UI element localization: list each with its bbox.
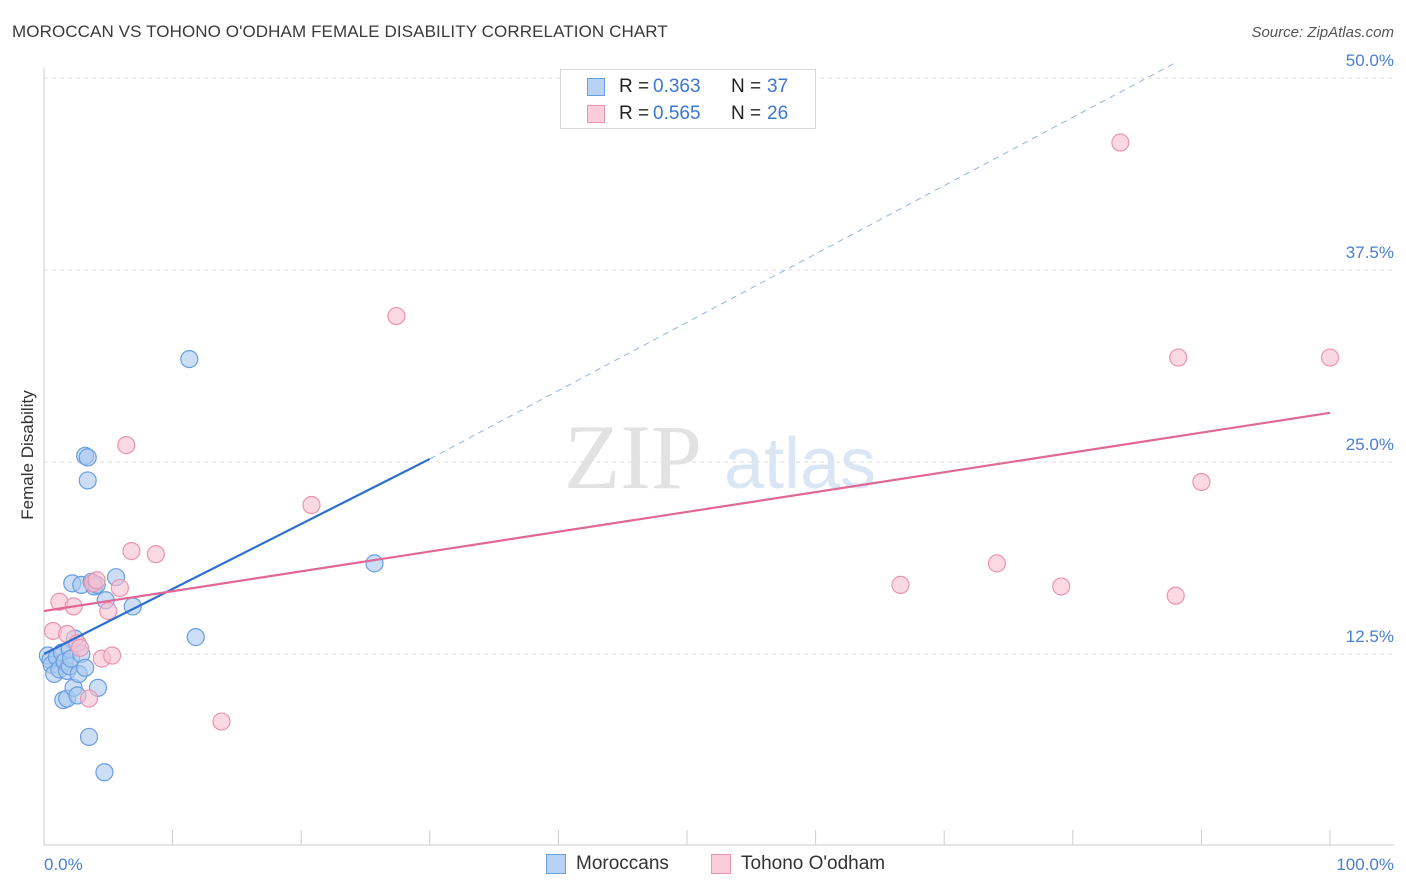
source-credit: Source: ZipAtlas.com (1251, 24, 1394, 41)
tohono-point-12 (110, 578, 129, 598)
tohono-swatch (587, 105, 605, 123)
legend-n-label: N = (731, 76, 762, 97)
tohono-point-13 (117, 436, 136, 455)
gridlines (44, 77, 1394, 655)
tohono-legend-swatch (711, 854, 731, 874)
tohono-trend-line (43, 411, 1331, 613)
tohono-point-23 (1166, 586, 1185, 605)
tohono-point-20 (987, 554, 1007, 573)
tohono-point-11 (103, 646, 122, 665)
chart-title: MOROCCAN VS TOHONO O'ODHAM FEMALE DISABI… (12, 22, 668, 41)
moroccans-point-36 (365, 554, 384, 573)
tohono-point-24 (1169, 348, 1188, 367)
moroccans-trend-line (43, 457, 431, 655)
tohono-point-22 (1111, 133, 1130, 152)
tohono-legend-label: Tohono O'odham (741, 853, 886, 874)
x-tick-label-min: 0.0% (44, 855, 83, 874)
y-tick-label-2: 37.5% (1346, 243, 1394, 262)
axes (43, 68, 1394, 846)
moroccans-point-30 (95, 763, 114, 782)
tohono-point-18 (387, 306, 406, 326)
tohono-point-14 (122, 541, 141, 561)
watermark-zip: ZIP (564, 406, 702, 508)
tohono-point-17 (302, 495, 321, 515)
legend-n-value: 26 (767, 103, 789, 124)
moroccans-point-34 (180, 349, 199, 369)
tohono-point-19 (891, 575, 910, 594)
stats-legend: R = 0.363 N = 37 R = 0.565 N = 26 (560, 69, 816, 129)
legend-r-label: R = (619, 103, 650, 124)
watermark: ZIP atlas (564, 406, 876, 508)
legend-n-label: N = (731, 103, 762, 124)
moroccans-point-24 (78, 471, 97, 490)
y-tick-label-1: 25.0% (1346, 435, 1394, 454)
tohono-point-5 (70, 638, 90, 657)
tohono-point-16 (212, 712, 231, 731)
x-ticks (172, 830, 1331, 845)
moroccans-swatch (587, 78, 605, 96)
tohono-point-8 (87, 571, 106, 590)
moroccans-trend-extension (429, 62, 1176, 460)
watermark-atlas: atlas (724, 424, 876, 504)
y-tick-labels: 12.5% 25.0% 37.5% 50.0% (1346, 51, 1394, 646)
tohono-point-21 (1052, 577, 1071, 596)
y-tick-label-3: 50.0% (1346, 51, 1394, 70)
moroccans-point-23 (78, 448, 97, 467)
moroccans-point-35 (186, 628, 205, 647)
legend-r-label: R = (619, 76, 650, 97)
tohono-point-10 (99, 601, 118, 621)
x-tick-label-max: 100.0% (1336, 855, 1394, 874)
tohono-point-25 (1192, 472, 1211, 492)
legend-r-value: 0.565 (653, 103, 701, 124)
y-tick-label-0: 12.5% (1346, 627, 1394, 646)
trend-lines (43, 62, 1331, 655)
tohono-point-26 (1320, 348, 1340, 367)
moroccans-point-22 (76, 658, 95, 677)
moroccans-legend-label: Moroccans (576, 853, 669, 874)
tohono-point-15 (146, 545, 165, 564)
legend-n-value: 37 (767, 76, 789, 97)
moroccans-legend-swatch (546, 854, 566, 874)
moroccans-point-25 (79, 727, 99, 747)
tohono-point-6 (79, 689, 99, 708)
legend-r-value: 0.363 (653, 76, 701, 97)
